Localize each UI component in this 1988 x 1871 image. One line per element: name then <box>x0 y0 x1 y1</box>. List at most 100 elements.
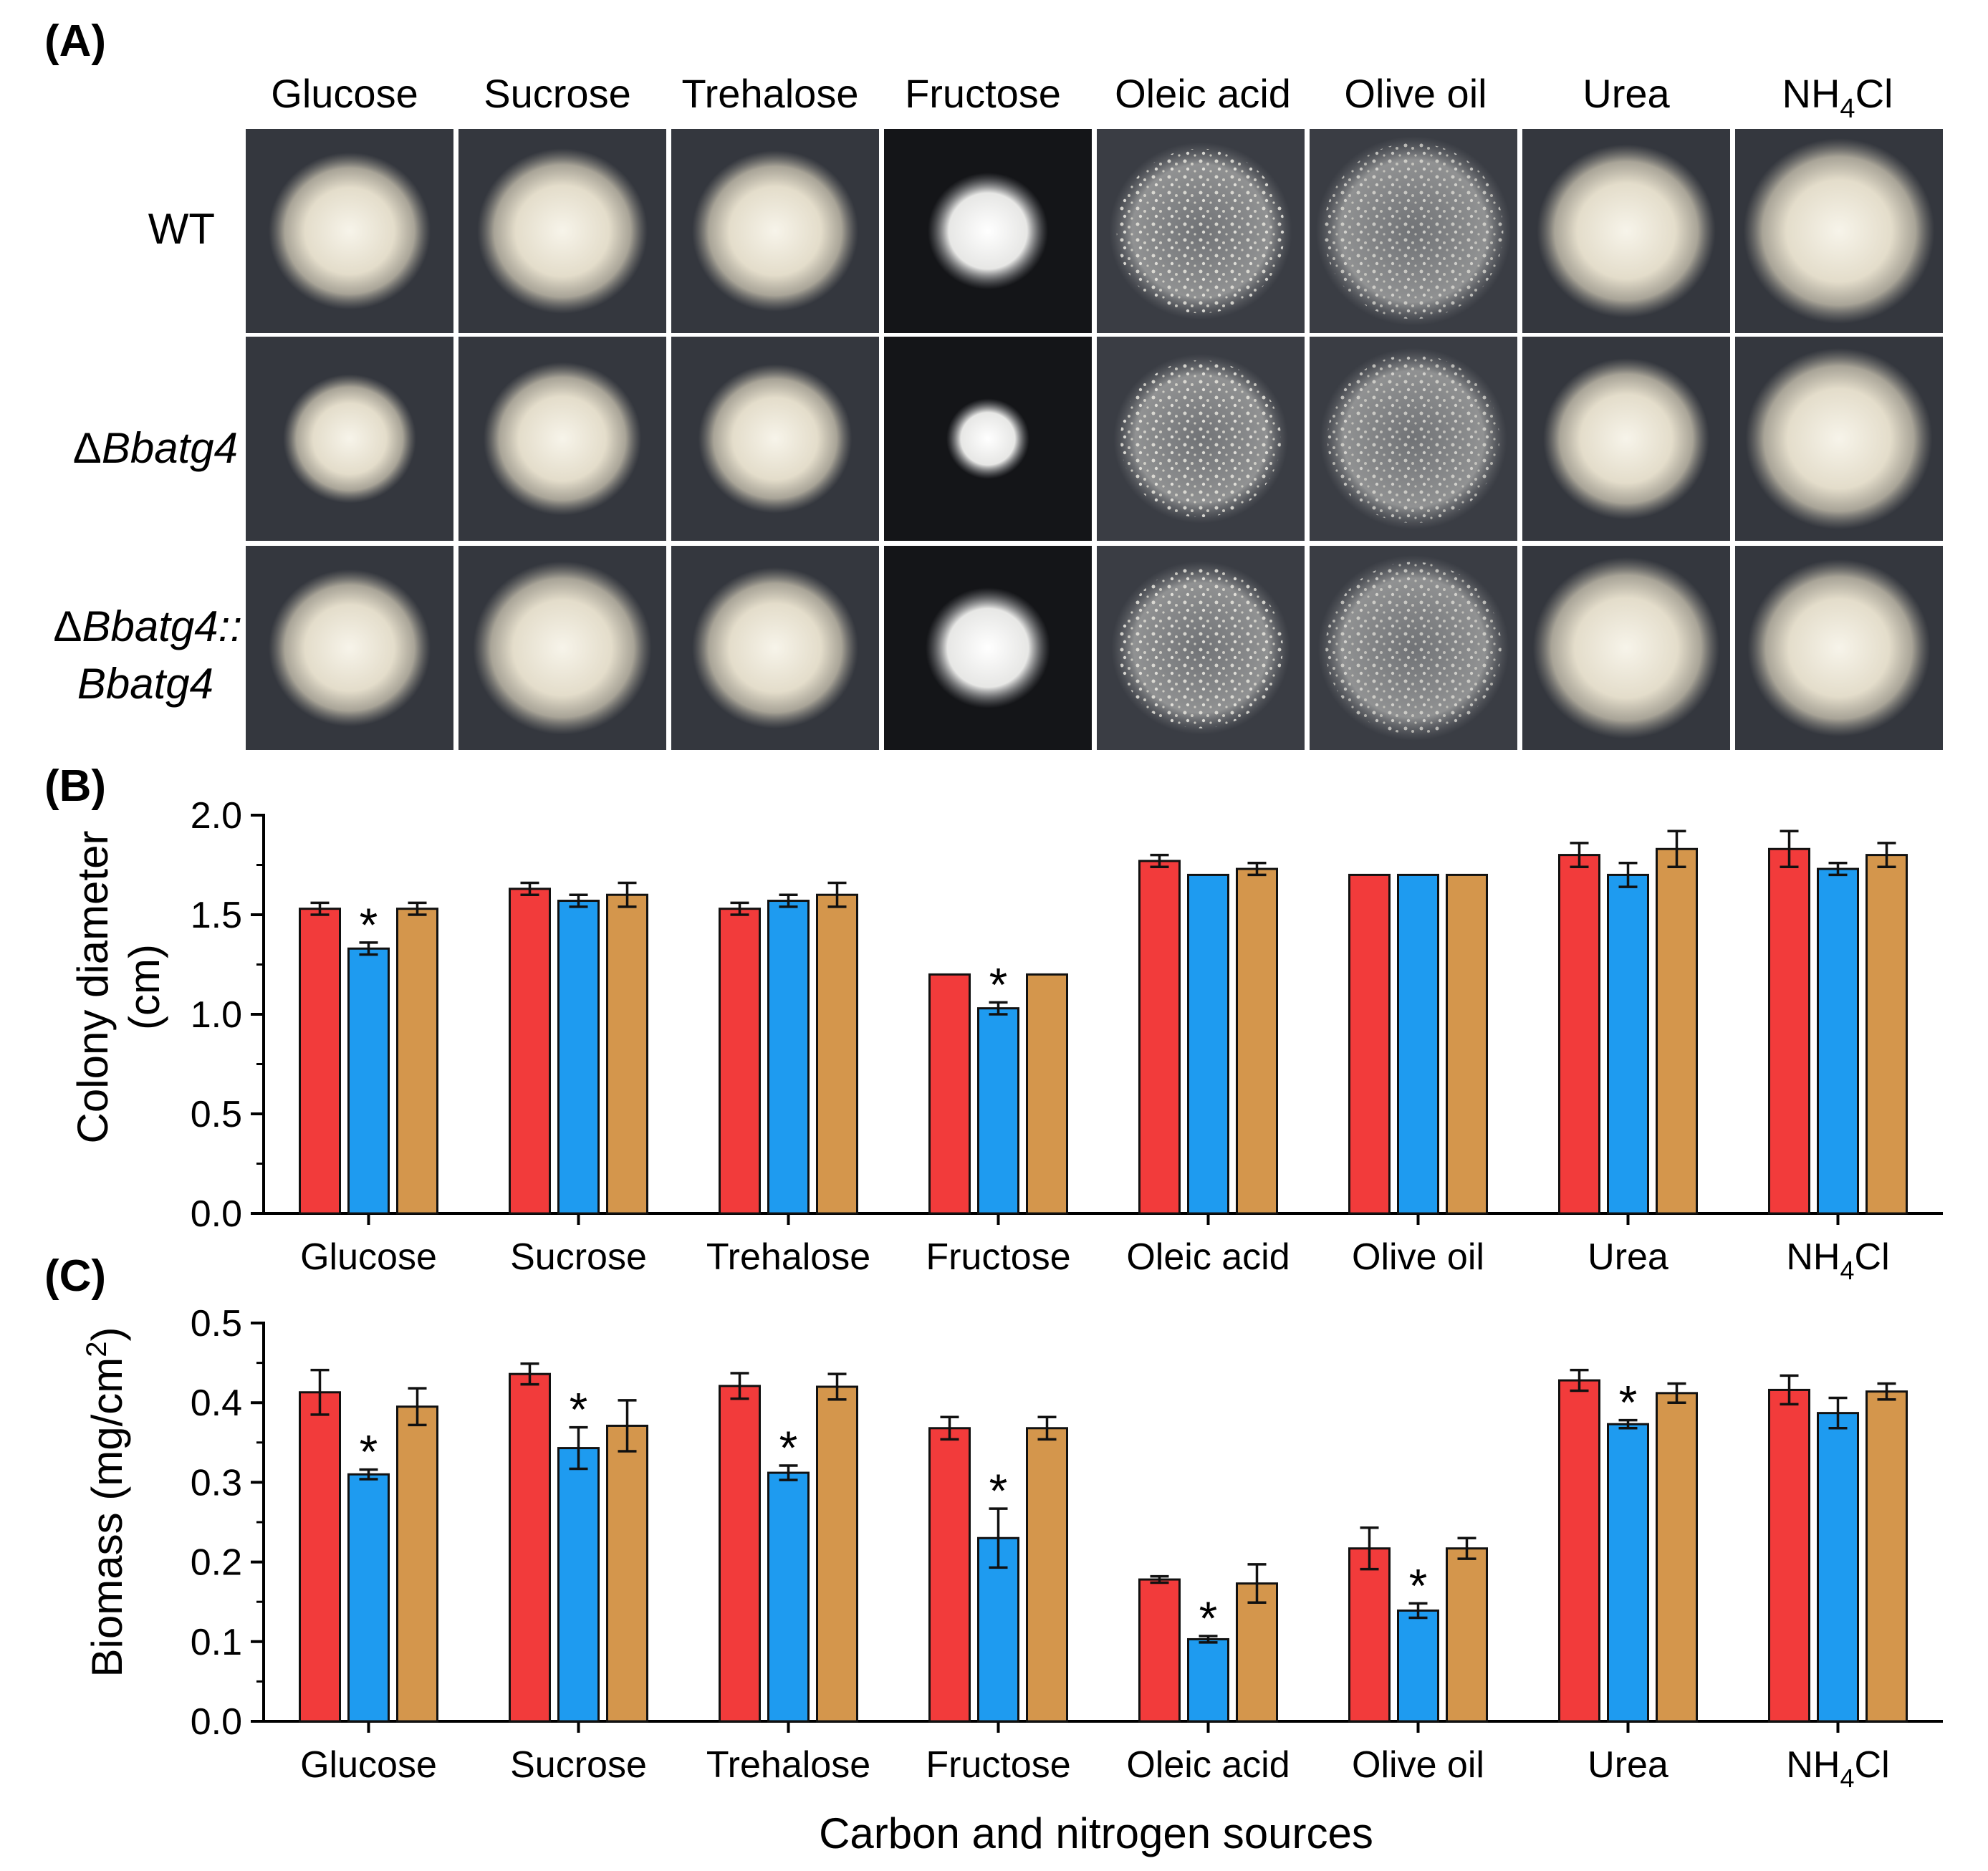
column-header: Glucose <box>271 71 418 116</box>
bar <box>719 1385 761 1723</box>
row-label-mutant: ΔBbatg4 <box>73 424 238 472</box>
x-tick-label: Glucose <box>300 1236 437 1278</box>
bar <box>1397 1609 1439 1723</box>
colony <box>283 374 416 504</box>
significance-mark: * <box>360 898 378 951</box>
significance-mark: * <box>360 1425 378 1478</box>
colony-texture <box>1120 360 1282 518</box>
nh4cl-sub: 4 <box>1840 94 1855 124</box>
x-axis-title: Carbon and nitrogen sources <box>819 1809 1373 1857</box>
x-tick-label: Sucrose <box>510 1744 647 1786</box>
bar <box>1138 860 1181 1215</box>
x-tick-label: Urea <box>1588 1236 1668 1278</box>
column-header-nh4cl: NH4Cl <box>1782 71 1893 124</box>
x-tick-label: Olive oil <box>1352 1744 1484 1786</box>
bar <box>1817 867 1859 1215</box>
nh4cl-post: Cl <box>1855 71 1893 116</box>
colony <box>692 150 858 312</box>
bar <box>299 1391 341 1723</box>
x-tick-label: Fructose <box>926 1236 1070 1278</box>
bar <box>606 893 648 1215</box>
bar <box>767 1471 810 1723</box>
x-tick-label: Oleic acid <box>1126 1236 1290 1278</box>
y-axis-title: Biomass (mg/cm2) <box>81 1327 131 1678</box>
colony-texture <box>1325 562 1502 734</box>
y-tick-label: 0.5 <box>191 1094 242 1135</box>
x-tick-label: Sucrose <box>510 1236 647 1278</box>
bar <box>1236 867 1278 1215</box>
y-tick-label: 0.3 <box>191 1462 242 1504</box>
x-tick-label: NH4Cl <box>1786 1744 1889 1793</box>
bar <box>1026 1427 1068 1723</box>
significance-mark: * <box>779 1421 798 1474</box>
bar <box>347 947 390 1215</box>
bar <box>1768 847 1810 1215</box>
y-tick-label: 1.0 <box>191 994 242 1036</box>
colony <box>1743 138 1935 324</box>
y-tick-label: 0.4 <box>191 1382 242 1424</box>
column-header: Sucrose <box>484 71 630 116</box>
colony <box>946 398 1029 479</box>
bar <box>1026 973 1068 1215</box>
bar <box>1865 1390 1908 1723</box>
panel-b-label: (B) <box>44 761 106 811</box>
bar <box>767 900 810 1215</box>
row-label-complemented-line2: Bbatg4 <box>77 660 213 708</box>
bar <box>719 908 761 1215</box>
bar <box>816 1385 858 1723</box>
x-tick-label: NH4Cl <box>1786 1236 1889 1285</box>
colony-photo-grid: Glucose Sucrose Trehalose Fructose Oleic… <box>53 71 1943 750</box>
y-tick-label: 0.1 <box>191 1622 242 1663</box>
bar <box>606 1424 648 1723</box>
colony <box>692 567 858 729</box>
colony-diameter-chart: Colony diameter (cm) 0.0 0.5 1.0 1.5 2.0 Gluc… <box>69 795 1943 1285</box>
bar <box>557 1447 600 1723</box>
bar <box>1236 1582 1278 1723</box>
significance-mark: * <box>989 958 1008 1011</box>
chart-marks: 0.0 0.1 0.2 0.3 0.4 0.5 Glucose Sucrose Trehalos… <box>191 1303 1943 1793</box>
colony <box>1543 357 1709 520</box>
colony-texture <box>1323 143 1504 319</box>
colony-plates <box>246 129 1943 750</box>
colony <box>473 561 652 735</box>
bar <box>1138 1578 1181 1723</box>
bar <box>1348 1547 1391 1723</box>
bar <box>1187 873 1229 1215</box>
x-tick-label: Urea <box>1588 1744 1668 1786</box>
y-tick-label: 0.2 <box>191 1542 242 1584</box>
colony <box>483 362 642 516</box>
bar <box>509 1372 551 1723</box>
colony <box>1745 347 1933 530</box>
colony <box>268 569 431 727</box>
x-tick-label: Trehalose <box>706 1744 870 1786</box>
bar <box>396 1405 438 1723</box>
x-tick-label: Oleic acid <box>1126 1744 1290 1786</box>
bar <box>557 900 600 1215</box>
y-tick-label: 1.5 <box>191 895 242 936</box>
colony <box>268 152 431 310</box>
colony <box>926 587 1050 708</box>
bar <box>1656 1392 1698 1723</box>
biomass-chart: Biomass (mg/cm2) Carbon and nitrogen sou… <box>81 1303 1943 1857</box>
bar <box>1607 873 1649 1215</box>
colony <box>1537 144 1716 318</box>
significance-mark: * <box>1619 1376 1638 1429</box>
colony <box>477 148 648 314</box>
x-tick-label: Olive oil <box>1352 1236 1484 1278</box>
bar <box>928 1427 971 1723</box>
bar <box>1817 1412 1859 1723</box>
bar <box>1558 854 1600 1215</box>
panel-a-label: (A) <box>44 16 106 66</box>
significance-mark: * <box>570 1383 588 1436</box>
column-header: Urea <box>1583 71 1670 116</box>
colony <box>698 364 853 514</box>
photo-row-labels: WT ΔBbatg4 ΔBbatg4:: Bbatg4 <box>53 205 242 708</box>
colony <box>927 172 1049 290</box>
bar <box>1348 873 1391 1215</box>
column-header: Olive oil <box>1344 71 1487 116</box>
bar <box>1768 1388 1810 1723</box>
row-label-complemented: ΔBbatg4:: <box>53 602 242 650</box>
bar <box>1656 847 1698 1215</box>
bar <box>299 908 341 1215</box>
